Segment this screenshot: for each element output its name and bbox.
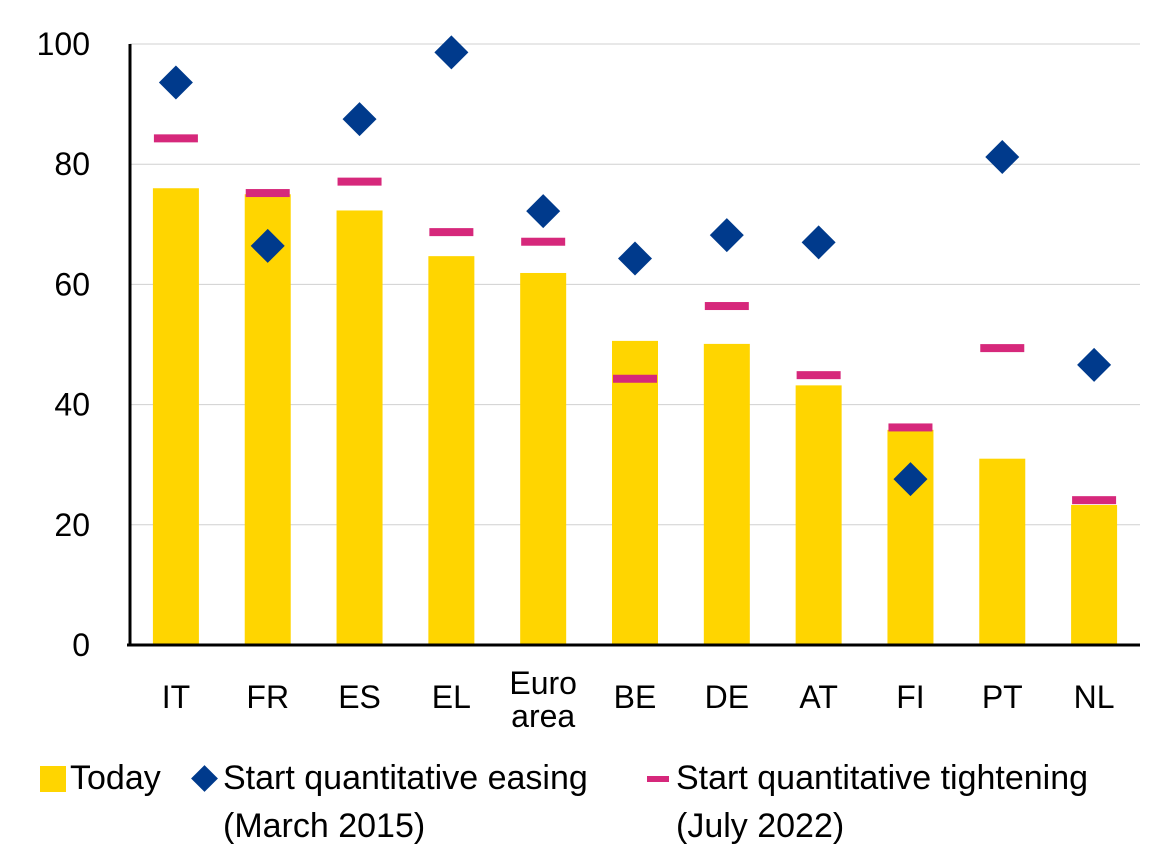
markers-qe <box>158 35 1112 497</box>
x-tick-label: FI <box>896 679 924 715</box>
marker-qt <box>429 228 474 237</box>
marker-qe <box>1077 347 1112 382</box>
bar-today <box>1071 504 1118 645</box>
bar-today <box>244 194 291 645</box>
marker-qe <box>801 225 836 260</box>
x-tick-label: AT <box>799 679 838 715</box>
marker-qt <box>704 302 749 311</box>
marker-qt <box>980 344 1025 353</box>
y-tick-label: 40 <box>54 387 90 423</box>
marker-qt <box>1072 496 1117 505</box>
x-tick-label: IT <box>162 679 190 715</box>
bar-today <box>336 210 383 646</box>
bar-today <box>795 385 842 645</box>
x-tick-label: NL <box>1074 679 1115 715</box>
x-tick-label: EL <box>432 679 471 715</box>
x-tick-label: BE <box>614 679 657 715</box>
marker-qe <box>434 35 469 70</box>
marker-qe <box>526 194 561 229</box>
y-tick-label: 100 <box>37 26 90 62</box>
marker-qt <box>245 189 290 198</box>
marker-qe <box>985 139 1020 174</box>
bars-today <box>152 188 1118 646</box>
legend-label-qt-line2: (July 2022) <box>676 807 845 845</box>
legend: Today Start quantitative easing (March 2… <box>30 756 1160 856</box>
marker-qe <box>250 228 285 263</box>
bar-today <box>428 256 475 645</box>
bar-today <box>612 340 658 645</box>
marker-qe <box>618 241 652 276</box>
legend-label-qt-line1: Start quantitative tightening <box>676 759 1089 797</box>
diamond-icon <box>191 765 218 792</box>
x-tick-label: Euro <box>509 665 577 701</box>
markers-qt <box>153 134 1117 505</box>
y-tick-label: 20 <box>54 507 90 543</box>
bar-today <box>979 458 1026 645</box>
legend-label-qe-line2: (March 2015) <box>223 807 426 845</box>
y-tick-labels: 0 20 40 60 80 100 <box>37 26 90 663</box>
marker-qt <box>521 237 566 246</box>
marker-qe <box>709 218 744 253</box>
bar-today <box>520 272 567 645</box>
legend-label-today: Today <box>70 759 161 797</box>
legend-label-qe-line1: Start quantitative easing <box>223 759 588 797</box>
x-tick-label: ES <box>338 679 381 715</box>
marker-qe <box>342 102 377 137</box>
y-tick-label: 80 <box>54 146 90 182</box>
bar-today <box>703 343 750 645</box>
y-tick-label: 60 <box>54 266 90 302</box>
x-tick-label: PT <box>982 679 1023 715</box>
x-tick-label: FR <box>246 679 289 715</box>
marker-qt <box>613 374 657 383</box>
marker-qt <box>888 423 933 432</box>
marker-qt <box>796 371 841 380</box>
gridlines <box>130 43 1140 526</box>
x-tick-label: area <box>511 698 575 734</box>
x-tick-label: DE <box>705 679 749 715</box>
marker-qe <box>893 462 928 497</box>
marker-qt <box>337 177 382 186</box>
axes <box>127 44 1140 647</box>
marker-qe <box>158 65 193 100</box>
y-tick-label: 0 <box>72 627 90 663</box>
legend-swatch-today <box>40 766 66 792</box>
bar-today <box>152 188 199 646</box>
marker-qt <box>153 134 198 143</box>
bar-today <box>887 429 934 645</box>
dash-icon <box>647 776 669 782</box>
